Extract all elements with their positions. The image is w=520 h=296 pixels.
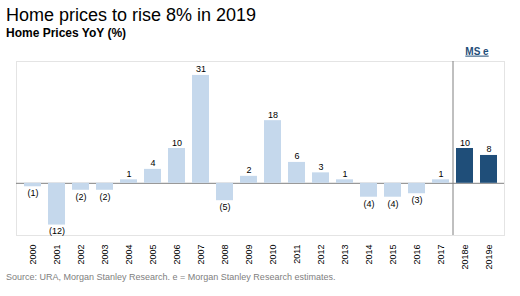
svg-text:(2): (2) (100, 192, 111, 202)
svg-text:2009: 2009 (244, 245, 254, 265)
svg-text:2014: 2014 (364, 245, 374, 265)
svg-text:(12): (12) (49, 226, 65, 236)
svg-text:2012: 2012 (316, 245, 326, 265)
html-text:Home prices to rise 8% in 2019: Home prices to rise 8% in 2019 (6, 5, 257, 25)
svg-text:2003: 2003 (100, 245, 110, 265)
svg-text:1: 1 (126, 169, 131, 179)
svg-text:2013: 2013 (340, 245, 350, 265)
svg-text:2011: 2011 (292, 245, 302, 264)
svg-text:10: 10 (172, 138, 182, 148)
svg-text:3: 3 (318, 162, 323, 172)
svg-text:2016: 2016 (412, 245, 422, 265)
svg-text:8: 8 (486, 144, 491, 154)
svg-text:(2): (2) (76, 192, 87, 202)
svg-text:2000: 2000 (28, 245, 38, 265)
svg-text:MS e: MS e (465, 46, 489, 57)
svg-text:2008: 2008 (220, 245, 230, 265)
svg-text:2: 2 (246, 165, 251, 175)
svg-text:(1): (1) (28, 188, 39, 198)
svg-text:(4): (4) (388, 199, 399, 209)
svg-text:2007: 2007 (196, 245, 206, 265)
svg-text:31: 31 (196, 64, 206, 74)
svg-text:18: 18 (268, 110, 278, 120)
svg-text:2019e: 2019e (484, 245, 494, 270)
svg-text:2018e: 2018e (460, 245, 470, 270)
svg-text:(3): (3) (412, 195, 423, 205)
svg-text:1: 1 (438, 169, 443, 179)
svg-text:(4): (4) (364, 199, 375, 209)
svg-text:2017: 2017 (436, 245, 446, 265)
html-text:Home Prices YoY (%): Home Prices YoY (%) (6, 26, 126, 40)
svg-text:2001: 2001 (52, 245, 62, 265)
svg-text:2010: 2010 (268, 245, 278, 265)
svg-text:(5): (5) (220, 202, 231, 212)
svg-text:2006: 2006 (172, 245, 182, 265)
svg-text:10: 10 (460, 138, 470, 148)
svg-text:2002: 2002 (76, 245, 86, 265)
svg-text:2004: 2004 (124, 245, 134, 265)
svg-text:2005: 2005 (148, 245, 158, 265)
svg-text:4: 4 (150, 158, 155, 168)
html-text:Source: URA, Morgan Stanley Re: Source: URA, Morgan Stanley Research. e … (6, 272, 336, 282)
svg-text:1: 1 (342, 169, 347, 179)
svg-text:2015: 2015 (388, 245, 398, 265)
svg-text:6: 6 (294, 151, 299, 161)
